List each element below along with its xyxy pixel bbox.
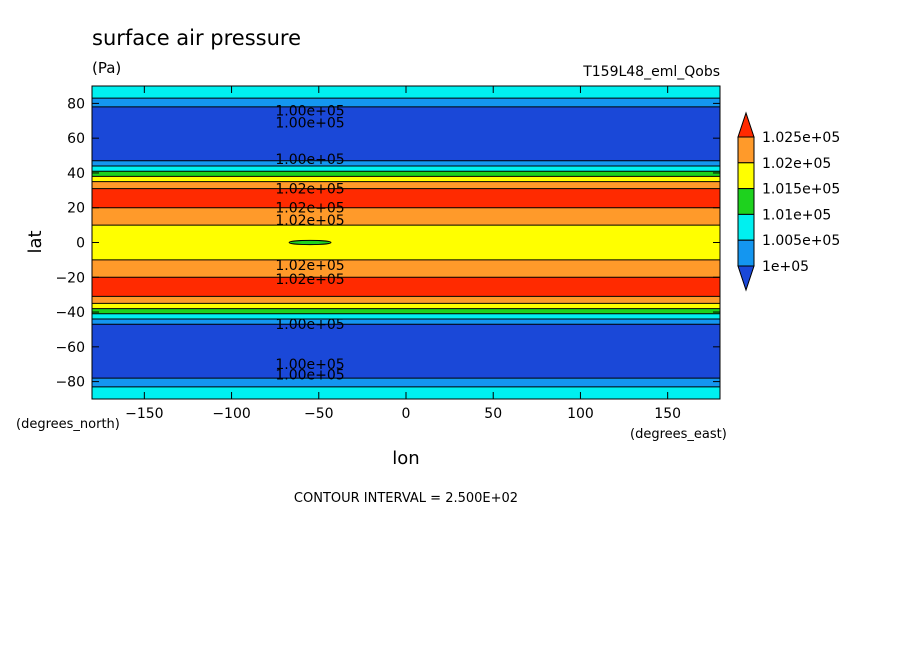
colorbar-swatch	[737, 213, 755, 241]
contour-band	[92, 225, 720, 260]
contour-band	[92, 259, 720, 278]
contour-label: 1.02e+05	[275, 213, 344, 229]
contour-label: 1.00e+05	[275, 116, 344, 132]
colorbar-legend: 1.025e+05 1.02e+05 1.015e+05 1.01e+05 1.005e…	[737, 111, 840, 292]
y-tick-label: 60	[67, 131, 85, 147]
x-tick-label: −100	[212, 406, 250, 422]
contour-label: 1.02e+05	[275, 272, 344, 288]
x-tick-label: 0	[402, 406, 411, 422]
y-tick-label: −40	[55, 305, 85, 321]
contour-label: 1.02e+05	[275, 201, 344, 217]
contour-label: 1.02e+05	[275, 182, 344, 198]
y-tick-label: 40	[67, 166, 85, 182]
contour-band	[92, 308, 720, 314]
contour-band	[92, 378, 720, 387]
y-tick-label: 80	[67, 96, 85, 112]
x-tick-label: 100	[567, 406, 594, 422]
contour-band	[92, 277, 720, 297]
contour-band	[92, 319, 720, 325]
y-tick-label: −80	[55, 375, 85, 391]
contour-band	[92, 188, 720, 208]
contour-band	[92, 324, 720, 379]
contour-band	[92, 296, 720, 304]
contour-band	[92, 106, 720, 161]
contour-label: 1.00e+05	[275, 357, 344, 373]
colorbar-label: 1.02e+05	[762, 156, 831, 172]
y-tick-label: 20	[67, 201, 85, 217]
colorbar-label: 1.01e+05	[762, 207, 831, 223]
y-axis-label: lat	[25, 230, 46, 253]
contour-label: 1.00e+05	[275, 103, 344, 119]
plot-area: 1.00e+051.00e+051.00e+051.02e+051.02e+05…	[92, 86, 720, 399]
x-units-label: (degrees_east)	[630, 427, 727, 442]
contour-interval-note: CONTOUR INTERVAL = 2.500E+02	[294, 491, 518, 506]
y-tick-label: −60	[55, 340, 85, 356]
contour-label: 1.00e+05	[275, 368, 344, 384]
contour-label: 1.00e+05	[275, 152, 344, 168]
contour-band	[92, 98, 720, 107]
colorbar-label: 1.025e+05	[762, 130, 840, 146]
contour-band	[92, 181, 720, 189]
contour-band	[92, 207, 720, 226]
y-axis: −80 −60 −40 −20 0 20 40 60 80	[55, 96, 720, 391]
contour-band	[92, 303, 720, 309]
colorbar-swatch	[737, 239, 755, 267]
colorbar-swatch	[737, 162, 755, 190]
colorbar-label: 1.005e+05	[762, 233, 840, 249]
contour-band	[92, 313, 720, 320]
contour-band	[92, 176, 720, 182]
x-tick-label: −50	[304, 406, 334, 422]
y-units-label: (degrees_north)	[16, 417, 120, 432]
chart-title: surface air pressure	[92, 26, 301, 50]
colorbar-label: 1.015e+05	[762, 182, 840, 198]
contour-feature	[288, 239, 332, 246]
colorbar-swatch	[737, 188, 755, 215]
colorbar-label: 1e+05	[762, 259, 809, 275]
x-tick-label: 150	[654, 406, 681, 422]
x-tick-label: 50	[484, 406, 502, 422]
x-axis: −150 −100 −50 0 50 100 150	[125, 86, 681, 422]
colorbar-swatch	[737, 136, 755, 164]
y-tick-label: −20	[55, 270, 85, 286]
y-tick-label: 0	[76, 236, 85, 252]
units-label: (Pa)	[92, 59, 121, 77]
contour-label: 1.02e+05	[275, 258, 344, 274]
colorbar-top-triangle	[737, 111, 755, 138]
x-axis-label: lon	[392, 448, 419, 469]
contour-label: 1.00e+05	[275, 317, 344, 333]
x-tick-label: −150	[125, 406, 163, 422]
contour-band	[92, 171, 720, 177]
colorbar-bottom-triangle	[737, 265, 755, 292]
contour-band	[92, 160, 720, 166]
run-label: T159L48_eml_Qobs	[582, 64, 720, 80]
contour-band	[92, 165, 720, 172]
